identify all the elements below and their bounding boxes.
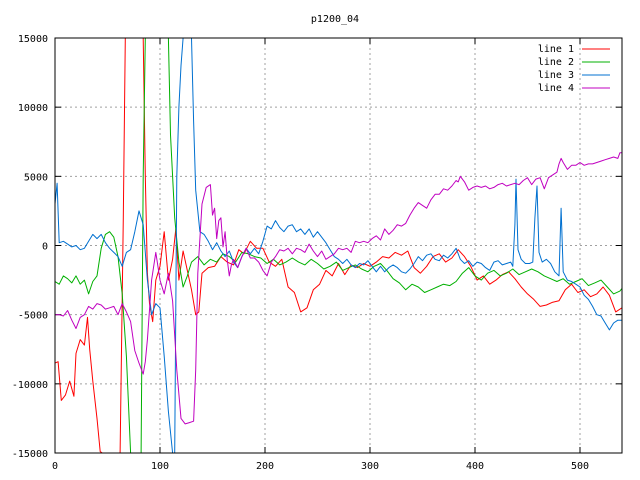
x-tick-label: 500	[571, 461, 589, 472]
x-tick-label: 100	[151, 461, 169, 472]
y-tick-label: 15000	[18, 34, 48, 45]
x-tick-label: 200	[256, 461, 274, 472]
legend-label-4: line 4	[538, 83, 574, 94]
y-tick-label: 10000	[18, 103, 48, 114]
series-group	[55, 38, 622, 453]
y-tick-label: 0	[42, 242, 48, 253]
series-line-1	[55, 38, 622, 453]
plot-frame	[54, 37, 623, 454]
series-line-3	[55, 38, 622, 453]
grid	[55, 38, 622, 453]
series-lines	[55, 38, 622, 453]
x-tick-label: 400	[466, 461, 484, 472]
legend-label-3: line 3	[538, 70, 574, 81]
legend-label-2: line 2	[538, 57, 574, 68]
chart-title: p1200_04	[311, 14, 359, 25]
axis-ticks: 0 100 200 300 400 500 -15000 -10000 -5000 0 5000 10…	[12, 34, 622, 472]
series-line-4	[55, 152, 622, 425]
y-tick-label: -15000	[12, 449, 48, 460]
y-tick-label: -5000	[18, 311, 48, 322]
legend-label-1: line 1	[538, 44, 574, 55]
legend: line 1 line 2 line 3 line 4	[538, 44, 610, 94]
y-tick-label: -10000	[12, 380, 48, 391]
y-tick-label: 5000	[24, 172, 48, 183]
x-tick-label: 300	[361, 461, 379, 472]
x-tick-label: 0	[52, 461, 58, 472]
